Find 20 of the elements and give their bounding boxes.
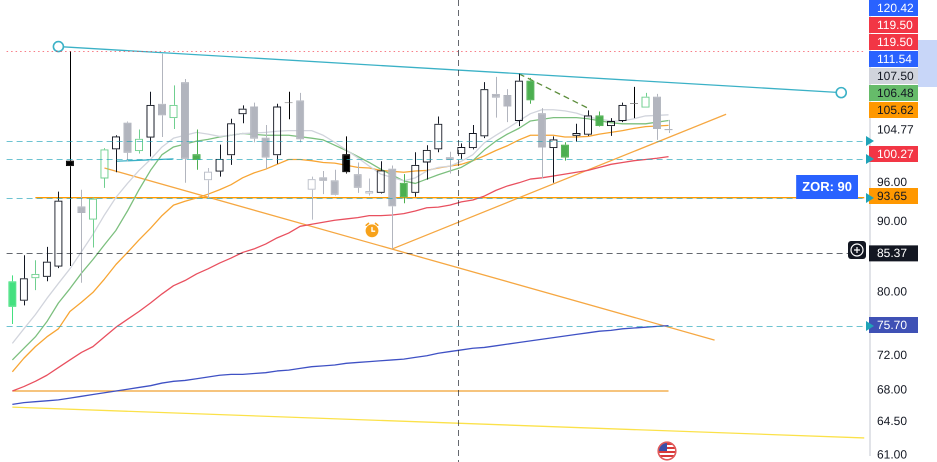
text: 111.54 [877, 52, 912, 66]
text: 100.27 [877, 146, 914, 161]
annotation: ZOR: 90 [802, 179, 852, 194]
y-tick-label: 80.00 [877, 284, 908, 299]
y-tick-label: 61.00 [877, 448, 908, 462]
text: 75.70 [877, 318, 908, 332]
y-tick-label: 72.00 [877, 348, 908, 362]
y-tick-label: 68.00 [877, 382, 908, 396]
ref-line-label: 119.50 [877, 34, 914, 49]
y-tick-label: 90.00 [877, 214, 908, 228]
text: 107.50 [877, 68, 914, 83]
text: 105.62 [877, 102, 914, 117]
text: 106.48 [877, 86, 914, 100]
ref-line-label: 85.37 [877, 246, 908, 260]
text: 93.65 [877, 188, 908, 203]
y-tick-label: 96.00 [877, 175, 908, 190]
text: 119.50 [877, 18, 914, 32]
y-tick-label: 104.77 [877, 122, 914, 137]
y-tick-label: 64.50 [877, 414, 908, 428]
text: 120.42 [877, 0, 914, 15]
